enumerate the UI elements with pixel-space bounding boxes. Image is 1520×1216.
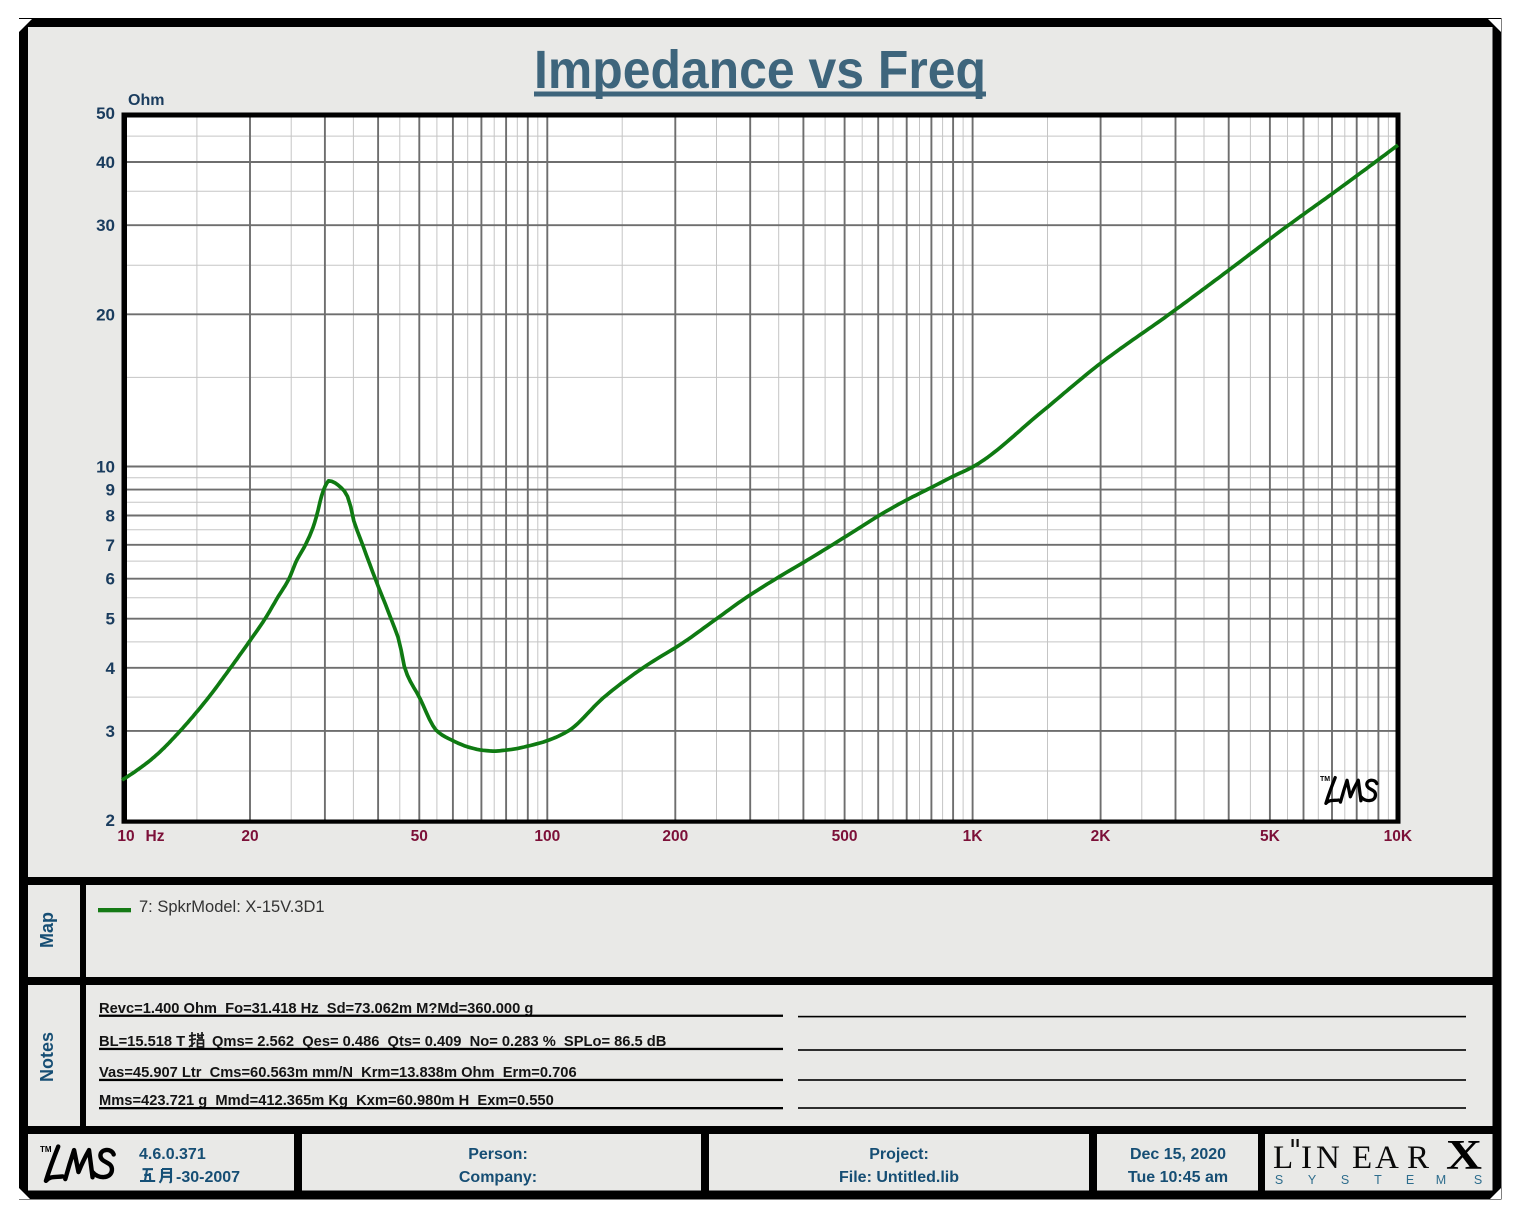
svg-text:4.6.0.371: 4.6.0.371 bbox=[139, 1146, 206, 1163]
svg-text:500: 500 bbox=[832, 828, 858, 845]
svg-text:Map: Map bbox=[37, 912, 57, 948]
svg-text:10: 10 bbox=[96, 458, 115, 477]
svg-text:1K: 1K bbox=[963, 828, 984, 845]
svg-text:5: 5 bbox=[106, 610, 115, 629]
svg-text:40: 40 bbox=[96, 153, 115, 172]
svg-text:Notes: Notes bbox=[37, 1032, 57, 1082]
svg-text:N: N bbox=[1316, 1140, 1340, 1176]
svg-text:BL=15.518 T: BL=15.518 T bbox=[99, 1034, 185, 1050]
svg-text:Project:: Project: bbox=[869, 1146, 929, 1163]
svg-text:Mms=423.721 g Mmd=412.365m Kg: Mms=423.721 g Mmd=412.365m Kg Kxm=60.980… bbox=[99, 1093, 554, 1109]
svg-text:X: X bbox=[1446, 1133, 1482, 1179]
svg-text:R: R bbox=[1407, 1140, 1429, 1176]
svg-text:-30-2007: -30-2007 bbox=[176, 1169, 240, 1186]
svg-text:S: S bbox=[1275, 1173, 1283, 1187]
svg-text:Person:: Person: bbox=[468, 1146, 528, 1163]
svg-text:200: 200 bbox=[662, 828, 688, 845]
svg-text:Hz: Hz bbox=[146, 828, 165, 845]
svg-text:10K: 10K bbox=[1384, 828, 1413, 845]
svg-text:50: 50 bbox=[96, 104, 115, 123]
svg-text:20: 20 bbox=[241, 828, 258, 845]
svg-text:8: 8 bbox=[106, 507, 115, 526]
svg-text:5K: 5K bbox=[1260, 828, 1281, 845]
svg-text:Impedance vs Freq: Impedance vs Freq bbox=[534, 40, 986, 100]
svg-text:30: 30 bbox=[96, 216, 115, 235]
svg-text:10: 10 bbox=[117, 828, 134, 845]
svg-text:Company:: Company: bbox=[459, 1169, 537, 1186]
svg-text:9: 9 bbox=[106, 481, 115, 500]
svg-text:100: 100 bbox=[534, 828, 560, 845]
svg-text:I: I bbox=[1301, 1140, 1312, 1176]
svg-text:7: SpkrModel: X-15V.3D1: 7: SpkrModel: X-15V.3D1 bbox=[139, 898, 325, 916]
svg-text:50: 50 bbox=[411, 828, 428, 845]
svg-text:7: 7 bbox=[106, 536, 115, 555]
svg-text:Qms= 2.562 Qes= 0.486 Qts= 0: Qms= 2.562 Qes= 0.486 Qts= 0.409 No= 0.2… bbox=[212, 1034, 666, 1050]
svg-text:20: 20 bbox=[96, 305, 115, 324]
svg-text:Tue 10:45 am: Tue 10:45 am bbox=[1128, 1169, 1228, 1186]
svg-text:6: 6 bbox=[106, 570, 115, 589]
svg-text:File: Untitled.lib: File: Untitled.lib bbox=[839, 1169, 959, 1186]
svg-text:E: E bbox=[1406, 1173, 1414, 1187]
svg-text:Y: Y bbox=[1308, 1173, 1317, 1187]
svg-text:Dec 15, 2020: Dec 15, 2020 bbox=[1130, 1146, 1226, 1163]
svg-text:A: A bbox=[1375, 1140, 1399, 1176]
svg-text:4: 4 bbox=[106, 659, 116, 678]
svg-text:T: T bbox=[1374, 1173, 1382, 1187]
svg-text:L: L bbox=[1273, 1140, 1293, 1176]
svg-text:TM: TM bbox=[1320, 776, 1330, 783]
svg-text:Vas=45.907 Ltr Cms=60.563m mm: Vas=45.907 Ltr Cms=60.563m mm/N Krm=13.8… bbox=[99, 1065, 577, 1081]
svg-text:M: M bbox=[1436, 1173, 1446, 1187]
svg-text:2K: 2K bbox=[1091, 828, 1112, 845]
svg-text:S: S bbox=[1341, 1173, 1349, 1187]
svg-text:Ohm: Ohm bbox=[128, 92, 164, 109]
svg-text:Revc=1.400 Ohm Fo=31.418 Hz: Revc=1.400 Ohm Fo=31.418 Hz Sd=73.062m M… bbox=[99, 1001, 533, 1017]
svg-text:E: E bbox=[1352, 1140, 1372, 1176]
svg-text:3: 3 bbox=[106, 722, 115, 741]
svg-text:S: S bbox=[1474, 1173, 1482, 1187]
svg-text:2: 2 bbox=[106, 811, 115, 830]
svg-text:TM: TM bbox=[40, 1145, 52, 1154]
